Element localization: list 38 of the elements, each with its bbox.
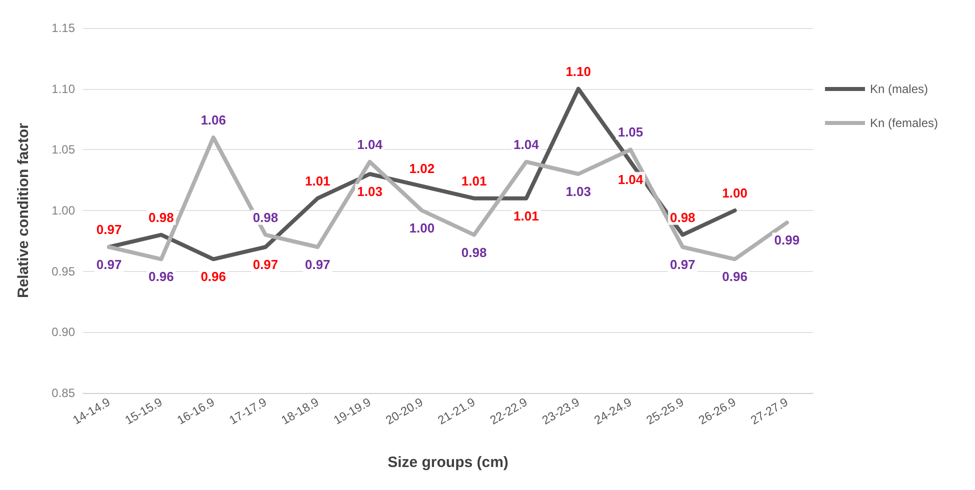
data-label: 0.96 — [148, 269, 174, 284]
data-label: 1.04 — [357, 136, 384, 152]
legend-label: Kn (males) — [870, 82, 928, 96]
data-label: 1.00 — [722, 186, 748, 200]
y-axis-title: Relative condition factor — [15, 122, 32, 298]
data-label: 1.03 — [566, 184, 592, 199]
data-label: 0.97 — [670, 257, 696, 272]
data-label: 1.01 — [514, 208, 539, 224]
data-label: 0.98 — [252, 210, 278, 225]
data-label: 1.10 — [566, 64, 592, 79]
data-label: 1.04 — [514, 136, 540, 152]
data-label: 1.02 — [409, 161, 435, 176]
y-tick-label: 1.15 — [52, 21, 76, 35]
data-label: 1.05 — [618, 124, 644, 140]
data-label: 0.99 — [774, 232, 800, 248]
data-label: 1.06 — [200, 112, 226, 128]
data-label: 0.97 — [252, 257, 278, 272]
data-label: 0.97 — [304, 257, 330, 272]
data-label: 1.03 — [357, 184, 382, 199]
y-tick-label: 1.10 — [52, 82, 76, 96]
data-label: 1.00 — [409, 220, 435, 236]
data-label: 1.04 — [618, 172, 644, 187]
data-label: 1.01 — [304, 173, 330, 188]
data-label: 0.96 — [722, 269, 748, 284]
y-tick-label: 0.85 — [52, 386, 76, 400]
y-tick-label: 1.00 — [52, 204, 76, 218]
data-label: 0.97 — [96, 257, 122, 272]
legend-label: Kn (females) — [870, 116, 938, 130]
y-tick-label: 1.05 — [52, 142, 76, 157]
data-label: 0.97 — [96, 222, 122, 237]
y-tick-label: 0.95 — [52, 264, 76, 278]
data-label: 0.96 — [200, 269, 226, 284]
data-label: 0.98 — [148, 210, 174, 225]
data-label: 0.98 — [461, 244, 487, 260]
data-label: 0.98 — [670, 210, 696, 225]
y-tick-label: 0.90 — [52, 325, 76, 340]
data-label: 1.01 — [461, 173, 487, 188]
x-axis-title: Size groups (cm) — [388, 454, 508, 471]
